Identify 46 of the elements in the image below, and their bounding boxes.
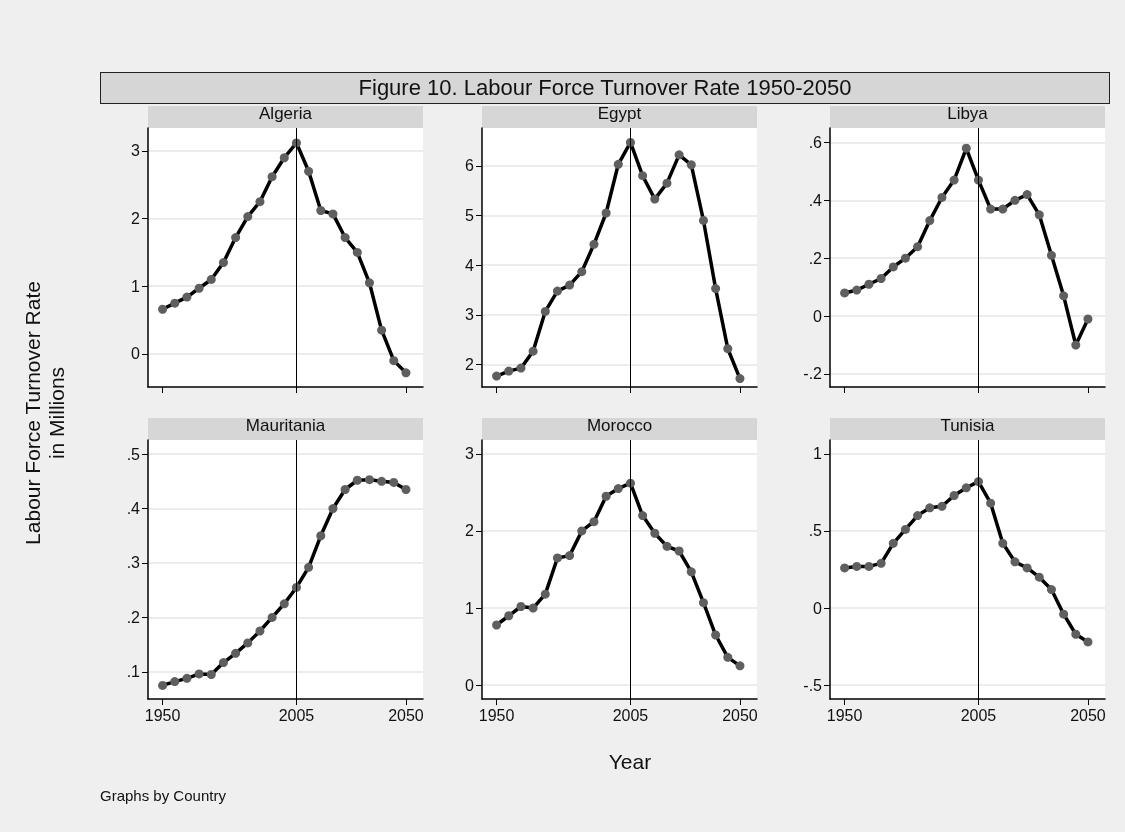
chart-title: Mauritania bbox=[148, 416, 423, 440]
x-tick-label: 2005 bbox=[278, 706, 315, 724]
y-tick-label: -.5 bbox=[803, 676, 823, 694]
y-tick-label: .2 bbox=[126, 608, 141, 626]
chart-title: Algeria bbox=[148, 104, 423, 128]
y-tick-label: 3 bbox=[465, 445, 475, 463]
y-tick-label: .1 bbox=[126, 663, 141, 681]
y-tick-label: .5 bbox=[126, 445, 141, 463]
y-tick-label: .4 bbox=[126, 500, 141, 518]
y-tick-label: 5 bbox=[465, 206, 475, 224]
y-tick-label: .4 bbox=[808, 191, 823, 209]
y-tick-label: 2 bbox=[131, 210, 141, 228]
y-tick-label: 4 bbox=[465, 256, 475, 274]
chart-title: Morocco bbox=[482, 416, 757, 440]
y-tick-label: 0 bbox=[131, 345, 141, 363]
y-tick-label: 3 bbox=[465, 306, 475, 324]
y-tick-label: 0 bbox=[813, 599, 823, 617]
x-tick-label: 1950 bbox=[144, 706, 181, 724]
y-tick-label: 0 bbox=[465, 676, 475, 694]
chart-title: Libya bbox=[830, 104, 1105, 128]
caption: Figure 10. Labour Force Turnover Rate 1950-2050 bbox=[100, 72, 1110, 104]
y-tick-label: .3 bbox=[126, 554, 141, 572]
y-tick-label: .2 bbox=[808, 249, 823, 267]
y-tick-label: 2 bbox=[465, 356, 475, 374]
x-tick-label: 1950 bbox=[478, 706, 515, 724]
y-tick-label: 1 bbox=[465, 599, 475, 617]
y-tick-label: 1 bbox=[131, 277, 141, 295]
x-tick-label: 1950 bbox=[826, 706, 863, 724]
x-tick-label: 2005 bbox=[612, 706, 649, 724]
y-tick-label: 6 bbox=[465, 157, 475, 175]
y-tick-label: 2 bbox=[465, 522, 475, 540]
chart-title: Egypt bbox=[482, 104, 757, 128]
y-tick-label: 1 bbox=[813, 445, 823, 463]
x-tick-label: 2050 bbox=[722, 706, 758, 724]
x-tick-label: 2050 bbox=[1070, 706, 1106, 724]
x-tick-label: 2005 bbox=[960, 706, 997, 724]
y-tick-label: .6 bbox=[808, 133, 823, 151]
chart-title: Tunisia bbox=[830, 416, 1105, 440]
y-tick-label: .5 bbox=[808, 522, 823, 540]
y-tick-label: 3 bbox=[131, 142, 141, 160]
y-axis-title: Labour Force Turnover Rate in Millions bbox=[21, 281, 69, 545]
text: Graphs by Country bbox=[100, 787, 226, 804]
y-tick-label: -.2 bbox=[803, 365, 823, 383]
x-tick-label: 2050 bbox=[388, 706, 424, 724]
y-tick-label: 0 bbox=[813, 307, 823, 325]
x-axis-title: Year bbox=[607, 750, 653, 774]
